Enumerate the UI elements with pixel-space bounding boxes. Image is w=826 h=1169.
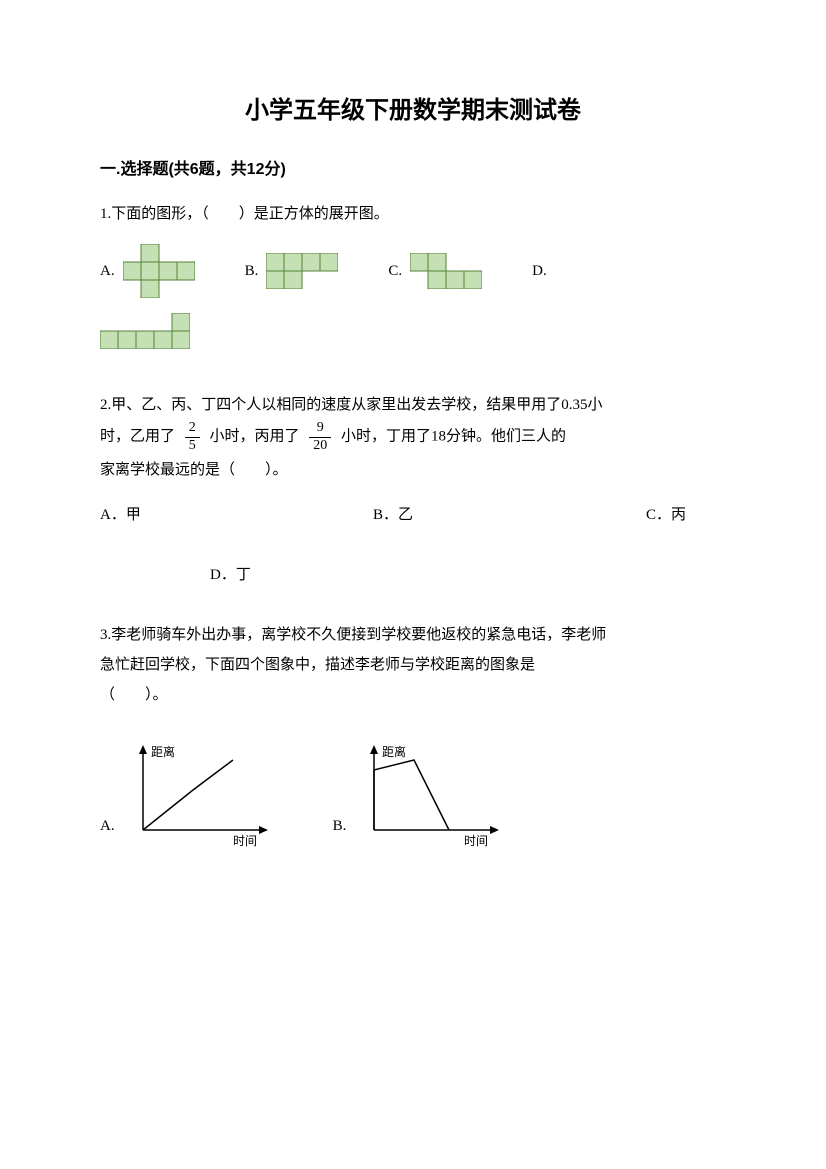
cube-net-c-icon bbox=[410, 253, 482, 289]
graph-b-icon: 距离 时间 bbox=[354, 740, 504, 861]
q1-option-d: D. bbox=[532, 256, 555, 286]
q1-text: 1.下面的图形，（ ）是正方体的展开图。 bbox=[100, 199, 726, 229]
q2-line2a: 时，乙用了 bbox=[100, 429, 175, 445]
option-label: C. bbox=[388, 256, 402, 286]
q2-option-c: C．丙 bbox=[491, 500, 726, 530]
q1-option-b: B. bbox=[245, 253, 339, 289]
q2-line1: 2.甲、乙、丙、丁四个人以相同的速度从家里出发去学校，结果甲用了0.35小 bbox=[100, 397, 603, 413]
q1-options-row: A. B. bbox=[100, 244, 726, 298]
cube-net-d-icon bbox=[100, 313, 190, 349]
section-header: 一.选择题(共6题，共12分) bbox=[100, 155, 726, 179]
cube-net-b-icon bbox=[266, 253, 338, 289]
q1-option-c: C. bbox=[388, 253, 482, 289]
q2-option-a: A．甲 bbox=[100, 500, 295, 530]
option-label: D. bbox=[532, 256, 547, 286]
y-axis-label: 距离 bbox=[151, 744, 175, 759]
q3-text: 3.李老师骑车外出办事，离学校不久便接到学校要他返校的紧急电话，李老师 急忙赶回… bbox=[100, 620, 726, 710]
q3-line1: 3.李老师骑车外出办事，离学校不久便接到学校要他返校的紧急电话，李老师 bbox=[100, 627, 606, 643]
q3-graph-options: A. 距离 时间 B. bbox=[100, 740, 726, 861]
graph-a-icon: 距离 时间 bbox=[123, 740, 273, 861]
frac-num: 9 bbox=[309, 420, 331, 438]
q3-line2: 急忙赶回学校，下面四个图象中，描述李老师与学校距离的图象是 bbox=[100, 657, 535, 673]
q2-line2b: 小时，丙用了 bbox=[210, 429, 300, 445]
frac-num: 2 bbox=[185, 420, 200, 438]
q2-line3: 家离学校最远的是（ ）。 bbox=[100, 462, 288, 478]
q2-option-b: B．乙 bbox=[295, 500, 490, 530]
x-axis-label: 时间 bbox=[464, 834, 488, 848]
cube-net-a-icon bbox=[123, 244, 195, 298]
option-label: B. bbox=[245, 256, 259, 286]
page-title: 小学五年级下册数学期末测试卷 bbox=[100, 90, 726, 125]
q3-option-b: B. 距离 时间 bbox=[333, 740, 505, 861]
q2-line2c: 小时，丁用了18分钟。他们三人的 bbox=[341, 429, 566, 445]
option-label: B. bbox=[333, 811, 347, 841]
frac-den: 5 bbox=[185, 438, 200, 455]
option-label: A. bbox=[100, 811, 115, 841]
y-axis-label: 距离 bbox=[382, 744, 406, 759]
q3-line3: （ ）。 bbox=[100, 687, 168, 703]
q2-text: 2.甲、乙、丙、丁四个人以相同的速度从家里出发去学校，结果甲用了0.35小 时，… bbox=[100, 390, 726, 485]
fraction-1: 2 5 bbox=[185, 420, 200, 455]
fraction-2: 9 20 bbox=[309, 420, 331, 455]
question-3: 3.李老师骑车外出办事，离学校不久便接到学校要他返校的紧急电话，李老师 急忙赶回… bbox=[100, 620, 726, 861]
question-1: 1.下面的图形，（ ）是正方体的展开图。 A. B. bbox=[100, 199, 726, 360]
question-2: 2.甲、乙、丙、丁四个人以相同的速度从家里出发去学校，结果甲用了0.35小 时，… bbox=[100, 390, 726, 590]
frac-den: 20 bbox=[309, 438, 331, 455]
q1-option-a: A. bbox=[100, 244, 195, 298]
q3-option-a: A. 距离 时间 bbox=[100, 740, 273, 861]
x-axis-label: 时间 bbox=[233, 834, 257, 848]
q2-options-abc: A．甲 B．乙 C．丙 bbox=[100, 500, 726, 530]
q2-option-d: D．丁 bbox=[210, 560, 726, 590]
option-label: A. bbox=[100, 256, 115, 286]
q1-option-d-figure bbox=[100, 313, 726, 360]
